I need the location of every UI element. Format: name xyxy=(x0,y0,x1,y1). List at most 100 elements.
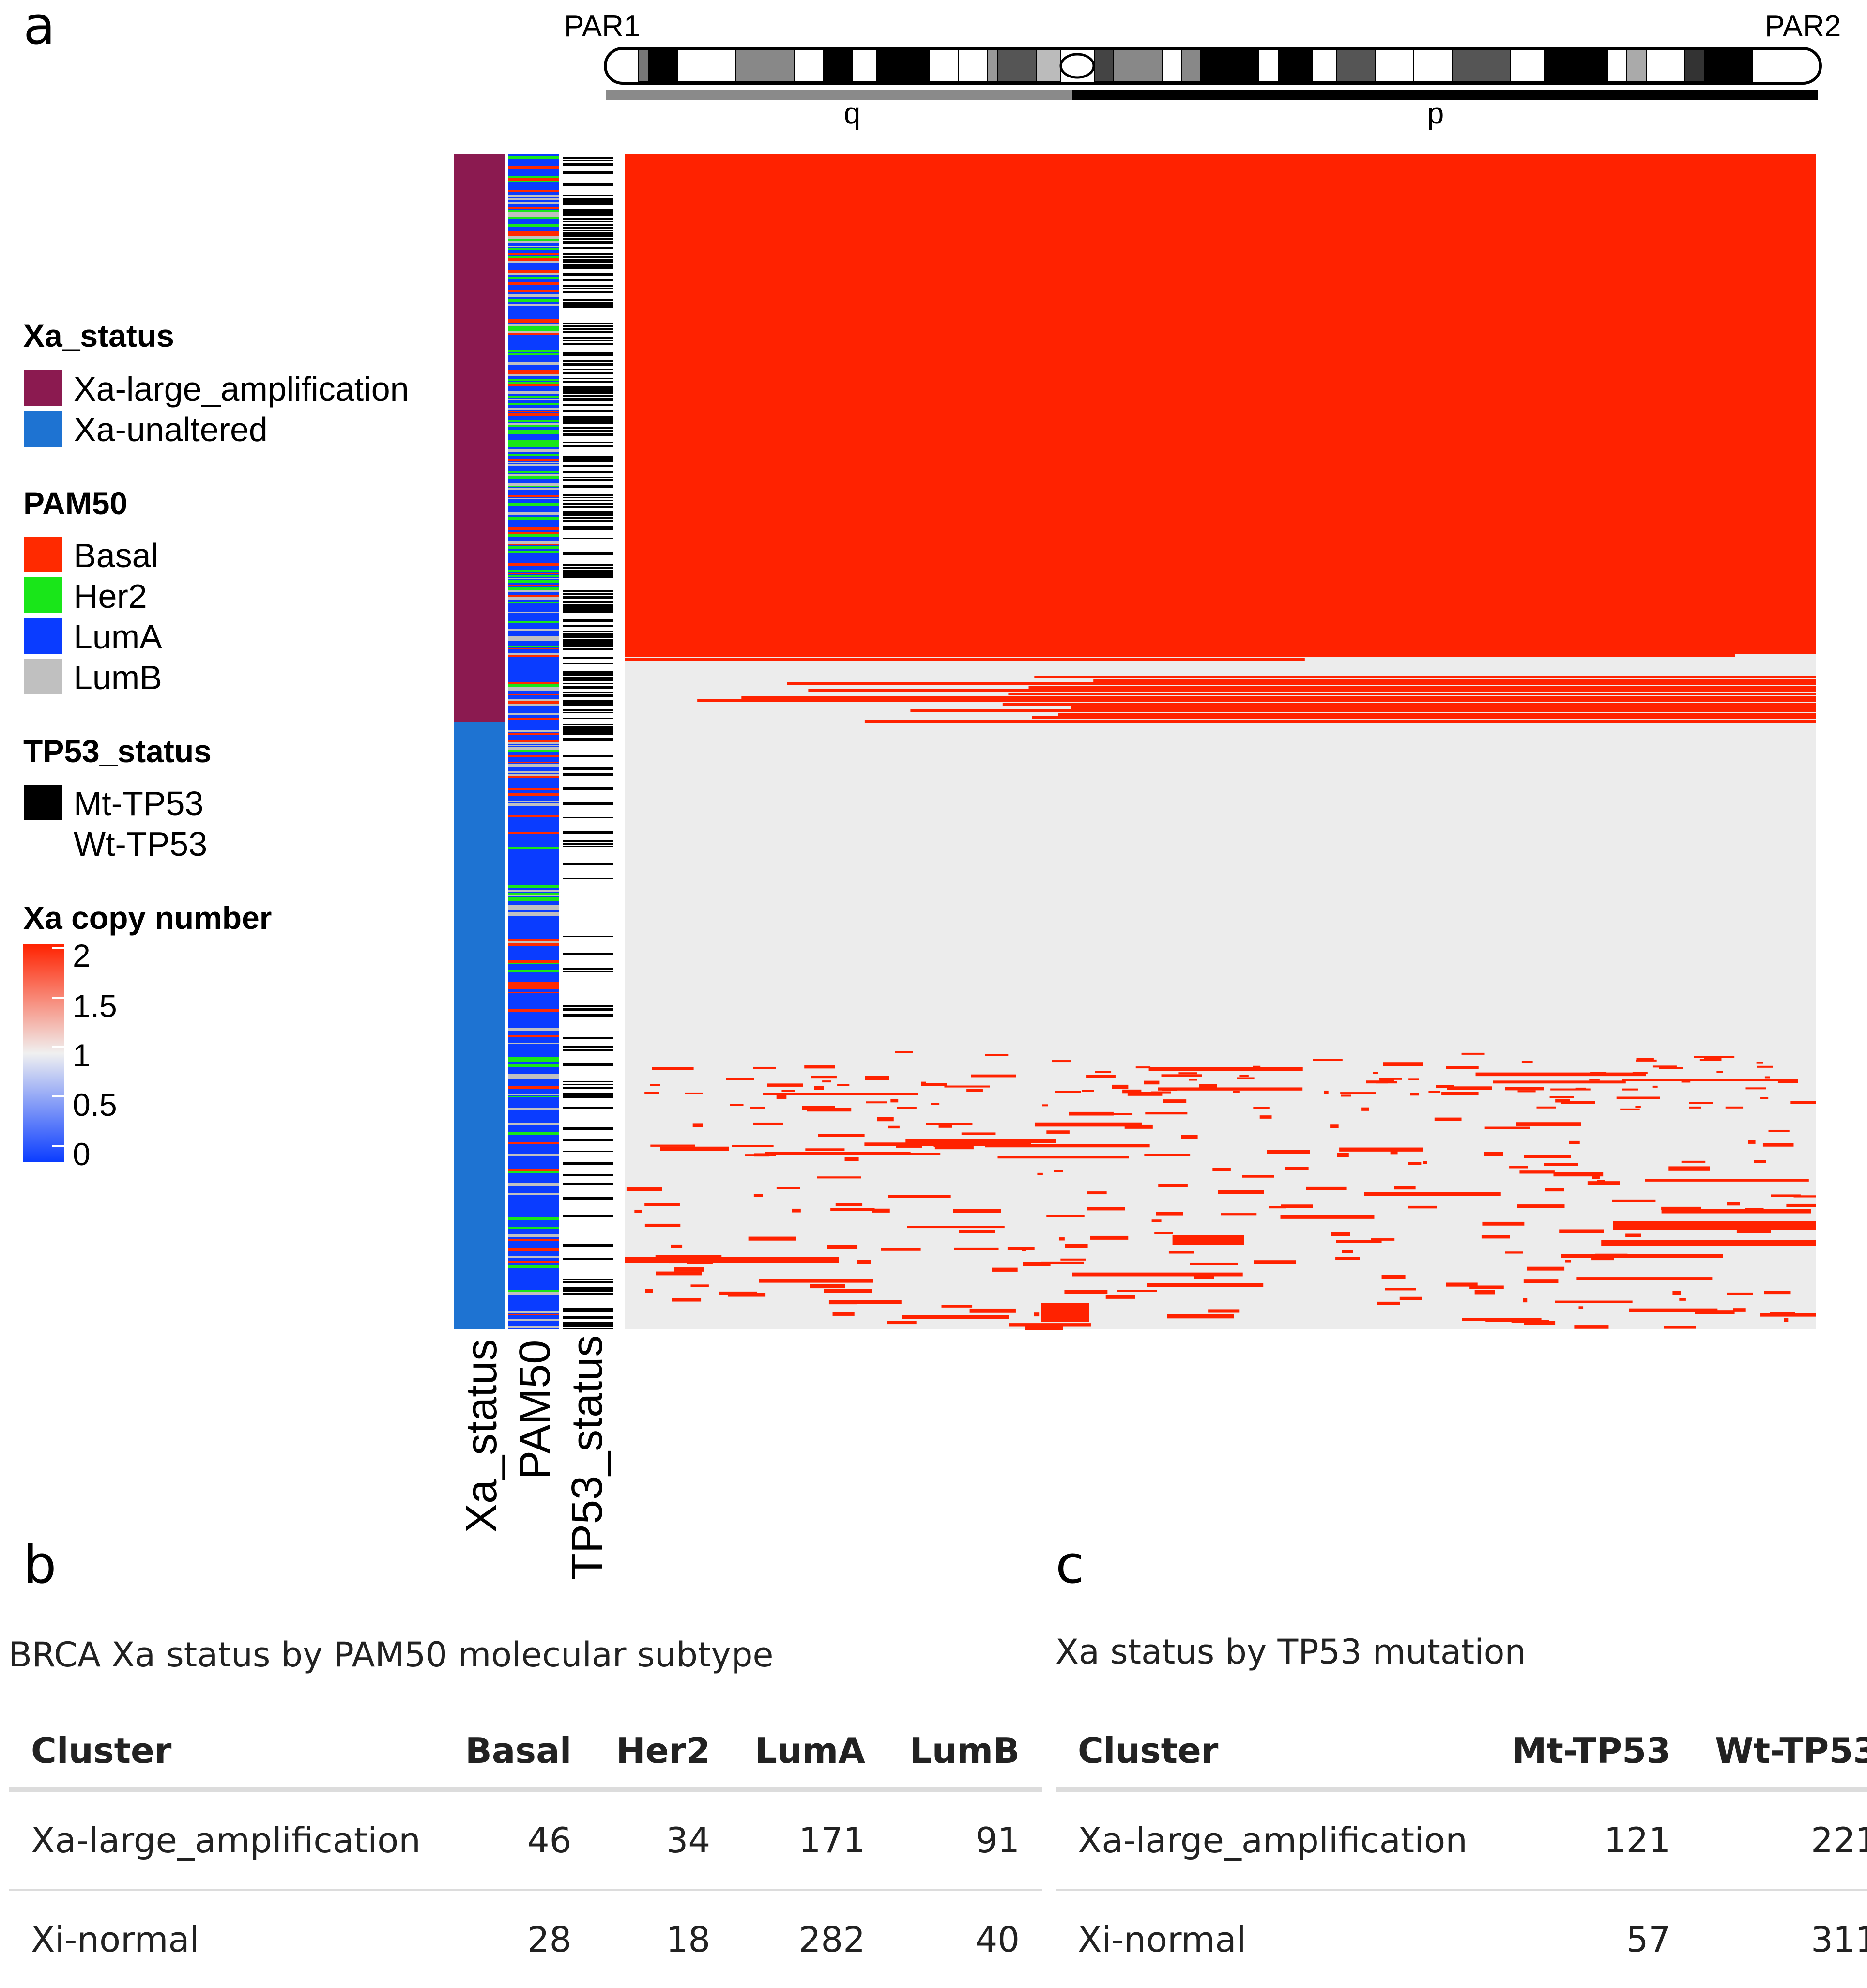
pam50-stripe xyxy=(508,396,559,398)
table-b-header: Basal xyxy=(443,1714,594,1789)
heatmap-segment xyxy=(660,1147,729,1151)
tp53-stripe xyxy=(563,1281,613,1283)
tp53-stripe xyxy=(563,241,613,244)
tp53-stripe xyxy=(563,1279,613,1280)
pam50-stripe xyxy=(508,646,559,647)
tp53-stripe xyxy=(563,1183,613,1185)
heatmap-segment xyxy=(625,588,1564,591)
pam50-stripe xyxy=(508,1171,559,1173)
heatmap-segment xyxy=(1553,1172,1603,1176)
heatmap-segment xyxy=(625,658,1305,661)
tp53-stripe xyxy=(563,567,613,569)
tp53-stripe xyxy=(563,221,613,222)
heatmap-segment xyxy=(1008,1247,1035,1250)
heatmap-segment xyxy=(1517,1204,1564,1208)
heatmap-segment xyxy=(674,1267,704,1272)
tp53-stripe xyxy=(563,232,613,235)
heatmap-segment xyxy=(921,1082,926,1084)
heatmap-segment xyxy=(652,1067,694,1070)
heatmap-segment xyxy=(1162,1089,1177,1091)
heatmap-segment xyxy=(1034,1312,1039,1316)
pam50-stripe xyxy=(508,261,559,263)
tp53-stripe xyxy=(563,1037,613,1039)
table-c-cell: Xa-large_amplification xyxy=(1056,1789,1490,1890)
pam50-stripe xyxy=(508,992,559,993)
heatmap-segment xyxy=(1576,1277,1712,1280)
heatmap-segment xyxy=(1727,1293,1753,1295)
heatmap-segment xyxy=(1237,1077,1254,1079)
table-b-header-row: Cluster Basal Her2 LumA LumB xyxy=(9,1714,1042,1789)
tp53-stripe xyxy=(563,686,613,689)
pam50-stripe xyxy=(508,1261,559,1263)
pam50-stripe xyxy=(508,788,559,790)
pam50-stripe xyxy=(508,476,559,479)
heatmap-segment xyxy=(1087,1207,1125,1211)
tp53-stripe xyxy=(563,471,613,473)
heatmap-segment xyxy=(966,1089,983,1092)
tp53-stripe xyxy=(563,878,613,879)
table-c-cell: 121 xyxy=(1490,1789,1693,1890)
heatmap-segment xyxy=(625,619,1469,622)
heatmap-segment xyxy=(905,1139,1056,1143)
tp53-stripe xyxy=(563,596,613,599)
heatmap-segment xyxy=(625,627,1392,630)
tp53-stripe xyxy=(563,215,613,216)
heatmap-segment xyxy=(625,646,1618,649)
heatmap-segment xyxy=(1382,1275,1406,1279)
tp53-stripe xyxy=(563,732,613,735)
heatmap-segment xyxy=(753,1067,776,1069)
pam50-stripe xyxy=(508,374,559,376)
tp53-stripe xyxy=(563,1005,613,1007)
heatmap-segment xyxy=(1158,1184,1188,1187)
heatmap-segment xyxy=(1536,1107,1556,1109)
pam50-stripe xyxy=(508,612,559,613)
tp53-stripe xyxy=(563,360,613,362)
table-b-caption: BRCA Xa status by PAM50 molecular subtyp… xyxy=(9,1638,773,1672)
pam50-stripe xyxy=(508,730,559,732)
tp53-stripe xyxy=(563,230,613,231)
table-row: Xa-large_amplification 121 221 xyxy=(1056,1789,1867,1890)
heatmap-segment xyxy=(763,1093,918,1095)
heatmap-segment xyxy=(1559,1229,1604,1233)
pam50-stripe xyxy=(508,636,559,638)
pam50-stripe xyxy=(508,190,559,192)
tp53-stripe xyxy=(563,953,613,955)
pam50-stripe xyxy=(508,459,559,461)
heatmap-segment xyxy=(1086,1075,1116,1078)
heatmap-segment xyxy=(1682,1161,1706,1163)
tp53-stripe xyxy=(563,575,613,578)
heatmap-segment xyxy=(854,1300,902,1304)
tp53-stripe xyxy=(563,1095,613,1098)
pam50-stripe xyxy=(508,379,559,381)
pam50-stripe xyxy=(508,534,559,537)
tp53-stripe xyxy=(563,572,613,575)
pam50-stripe xyxy=(508,362,559,365)
tp53-stripe xyxy=(563,570,613,572)
xa-status-track-amplification xyxy=(454,154,505,722)
tp53-stripe xyxy=(563,843,613,845)
tp53-stripe xyxy=(563,1258,613,1260)
heatmap-segment xyxy=(1408,1162,1421,1165)
tp53-stripe xyxy=(563,700,613,703)
heatmap-segment xyxy=(1613,1221,1816,1230)
heatmap-segment xyxy=(1592,1176,1600,1179)
pam50-stripe xyxy=(508,1234,559,1237)
tp53-stripe xyxy=(563,183,613,186)
heatmap-segment xyxy=(625,623,1346,626)
heatmap-segment xyxy=(1029,686,1816,689)
heatmap-segment xyxy=(1760,1097,1768,1099)
tp53-stripe xyxy=(563,456,613,459)
pam50-stripe xyxy=(508,239,559,241)
tp53-stripe xyxy=(563,863,613,865)
pam50-stripe xyxy=(508,299,559,302)
heatmap-segment xyxy=(887,1321,917,1324)
tp53-stripe xyxy=(563,1151,613,1152)
pam50-stripe xyxy=(508,745,559,746)
heatmap-segment xyxy=(857,1260,871,1264)
heatmap-segment xyxy=(822,1080,831,1082)
pam50-stripe xyxy=(508,290,559,292)
tp53-stripe xyxy=(563,418,613,421)
heatmap-segment xyxy=(1769,1130,1790,1132)
heatmap-segment xyxy=(910,709,1816,712)
heatmap-segment xyxy=(1790,1101,1816,1104)
